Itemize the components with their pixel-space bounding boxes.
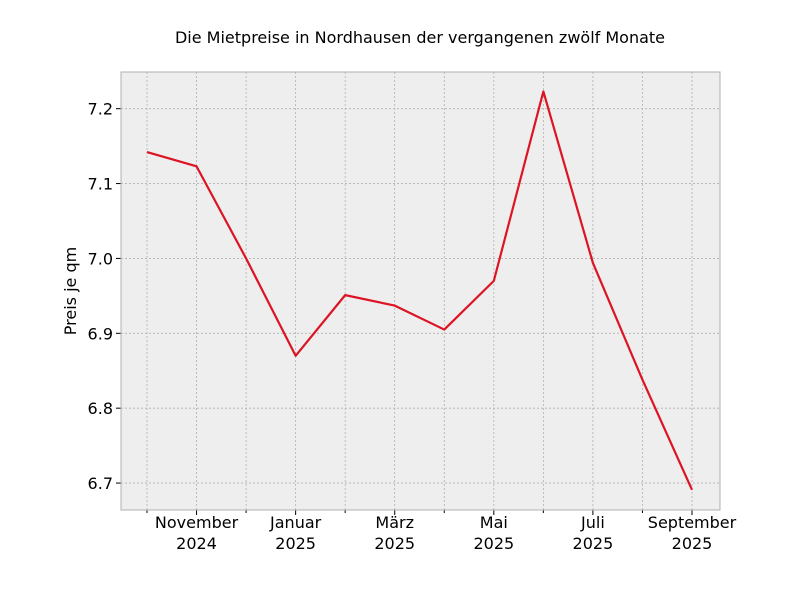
y-tick-label: 6.8: [88, 399, 113, 418]
x-tick-label: Januar 2025: [270, 513, 322, 553]
x-tick-label: März 2025: [374, 513, 416, 553]
x-tick-label: Juli 2025: [572, 513, 614, 553]
x-tick-label: September 2025: [647, 513, 737, 553]
plot-area: [121, 72, 720, 510]
chart-title: Die Mietpreise in Nordhausen der vergang…: [175, 28, 665, 47]
x-tick-label: November 2024: [154, 513, 239, 553]
y-tick-label: 6.9: [88, 324, 113, 343]
plot-border: [120, 71, 721, 511]
y-tick-label: 7.1: [88, 175, 113, 194]
y-axis-label: Preis je qm: [61, 247, 80, 335]
line: [146, 90, 694, 491]
y-tick-label: 6.7: [88, 474, 113, 493]
y-tick-label: 7.0: [88, 249, 113, 268]
x-tick-label: Mai 2025: [473, 513, 515, 553]
y-tick-label: 7.2: [88, 100, 113, 119]
